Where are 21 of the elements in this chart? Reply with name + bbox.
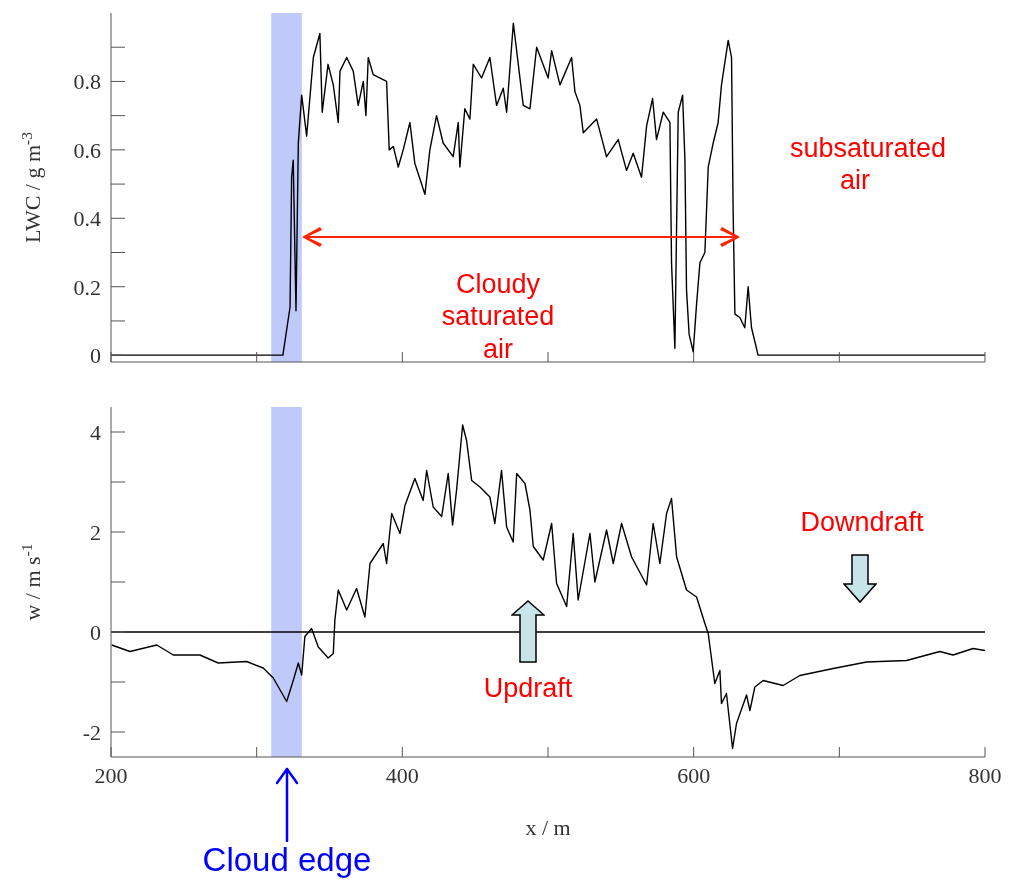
y-tick-label: 0.6: [73, 137, 101, 163]
y-tick-label: 0: [90, 619, 101, 645]
y-tick-label: 2: [90, 519, 101, 545]
y-tick-label: 0.2: [73, 274, 101, 300]
x-axis-title: x / m: [525, 815, 571, 840]
annotation: subsaturated air: [790, 132, 947, 197]
text: Cloud edge: [201, 840, 373, 880]
y-tick-label: 0.8: [73, 69, 101, 95]
line-series: [111, 22, 985, 356]
annotation: Downdraft: [799, 506, 925, 539]
x-tick-label: 800: [968, 762, 1002, 788]
y-tick-label: 4: [90, 419, 101, 445]
annotation: Updraft: [482, 672, 574, 705]
x-tick-label: 600: [677, 762, 711, 788]
x-tick-label: 400: [385, 762, 419, 788]
line-series: [111, 424, 985, 750]
y-tick-label: 0: [90, 342, 101, 368]
x-tick-label: 200: [94, 762, 128, 788]
y-tick-label: 0.4: [73, 206, 101, 232]
annotation: Cloudy saturated air: [440, 268, 556, 366]
y-tick-label: -2: [82, 719, 101, 745]
